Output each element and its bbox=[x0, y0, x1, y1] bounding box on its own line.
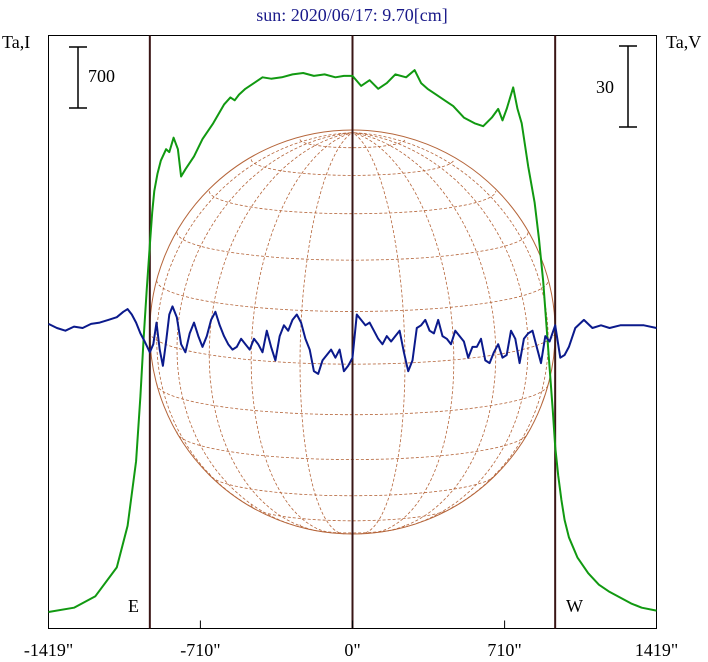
longitude-line bbox=[156, 132, 353, 510]
longitude-line bbox=[352, 132, 497, 533]
left-axis-label: Ta,I bbox=[2, 32, 30, 52]
intensity-curve bbox=[48, 69, 657, 613]
longitude-line bbox=[352, 132, 549, 510]
longitude-line bbox=[176, 132, 353, 527]
chart-title: sun: 2020/06/17: 9.70[cm] bbox=[256, 5, 448, 25]
longitude-line bbox=[208, 132, 353, 533]
longitude-line bbox=[352, 132, 529, 527]
right-scale-label: 30 bbox=[596, 77, 614, 97]
longitude-line bbox=[352, 132, 455, 534]
longitude-line bbox=[352, 132, 406, 535]
x-tick-label: 710" bbox=[487, 640, 521, 660]
longitude-line bbox=[299, 132, 353, 535]
left-scale-label: 700 bbox=[88, 66, 115, 86]
limb-lines bbox=[148, 35, 557, 629]
x-axis-ticks: -1419" -710" 0" 710" 1419" bbox=[24, 620, 678, 660]
x-tick-label: 1419" bbox=[635, 640, 678, 660]
polarization-curve bbox=[48, 305, 657, 375]
west-limb-label: W bbox=[566, 596, 583, 616]
left-scale-bar bbox=[69, 46, 87, 109]
x-tick-label: -710" bbox=[180, 640, 220, 660]
longitude-line bbox=[250, 132, 353, 534]
latitude-line bbox=[250, 159, 455, 176]
curves bbox=[48, 69, 657, 613]
x-tick-label: 0" bbox=[344, 640, 360, 660]
right-scale-bar bbox=[619, 45, 637, 128]
latitude-line bbox=[299, 524, 406, 534]
x-tick-label: -1419" bbox=[24, 640, 73, 660]
east-limb-label: E bbox=[128, 596, 139, 616]
right-axis-label: Ta,V bbox=[666, 32, 701, 52]
